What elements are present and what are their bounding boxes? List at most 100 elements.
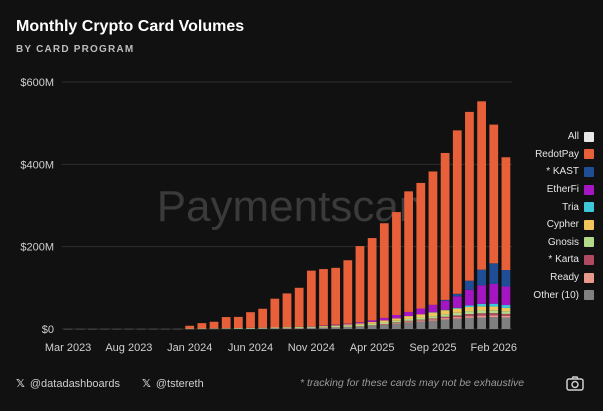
bar-segment[interactable] xyxy=(452,293,462,297)
bar-segment[interactable] xyxy=(233,316,243,329)
bar-segment[interactable] xyxy=(258,328,268,329)
bar-segment[interactable] xyxy=(428,312,438,317)
legend-item[interactable]: Gnosis xyxy=(502,234,594,252)
bar-segment[interactable] xyxy=(452,307,462,309)
bar-segment[interactable] xyxy=(416,314,426,318)
legend-item[interactable]: Other (10) xyxy=(502,286,594,304)
bar-segment[interactable] xyxy=(355,323,365,325)
bar-segment[interactable] xyxy=(270,328,280,329)
bar-segment[interactable] xyxy=(477,313,486,316)
bar-segment[interactable] xyxy=(416,320,426,322)
bar-segment[interactable] xyxy=(319,269,328,326)
bar-segment[interactable] xyxy=(294,326,304,328)
bar-segment[interactable] xyxy=(416,182,426,309)
bar-segment[interactable] xyxy=(343,260,353,324)
bar-segment[interactable] xyxy=(306,326,316,328)
bar-segment[interactable] xyxy=(331,327,341,329)
bar-segment[interactable] xyxy=(246,327,255,329)
bar-segment[interactable] xyxy=(428,316,438,319)
bar-segment[interactable] xyxy=(392,212,401,316)
bar-segment[interactable] xyxy=(428,304,438,313)
bar-segment[interactable] xyxy=(501,157,511,271)
bar-segment[interactable] xyxy=(282,293,292,328)
bar-segment[interactable] xyxy=(197,323,207,329)
legend-item[interactable]: EtherFi xyxy=(502,181,594,199)
bar-segment[interactable] xyxy=(477,317,486,329)
bar-segment[interactable] xyxy=(270,327,280,329)
bar-segment[interactable] xyxy=(282,327,292,329)
legend-item[interactable]: All xyxy=(502,128,594,146)
legend-item[interactable]: Tria xyxy=(502,198,594,216)
bar-segment[interactable] xyxy=(440,300,450,310)
bar-segment[interactable] xyxy=(404,316,413,319)
bar-segment[interactable] xyxy=(452,317,462,319)
bar-segment[interactable] xyxy=(367,320,377,323)
bar-segment[interactable] xyxy=(452,318,462,329)
bar-segment[interactable] xyxy=(282,328,292,329)
bar-segment[interactable] xyxy=(319,326,328,328)
bar-segment[interactable] xyxy=(440,318,450,320)
bar-segment[interactable] xyxy=(209,321,219,329)
bar-segment[interactable] xyxy=(331,267,341,325)
bar-segment[interactable] xyxy=(404,322,413,329)
legend-item[interactable]: * Karta xyxy=(502,251,594,269)
bar-segment[interactable] xyxy=(331,324,341,326)
bar-segment[interactable] xyxy=(306,327,316,329)
bar-segment[interactable] xyxy=(477,315,486,318)
bar-segment[interactable] xyxy=(379,322,389,325)
bar-segment[interactable] xyxy=(416,321,426,329)
bar-segment[interactable] xyxy=(465,280,474,290)
bar-segment[interactable] xyxy=(258,327,268,329)
bar-segment[interactable] xyxy=(343,326,353,329)
legend-item[interactable]: Cypher xyxy=(502,216,594,234)
bar-segment[interactable] xyxy=(379,324,389,325)
bar-segment[interactable] xyxy=(379,320,389,323)
bar-segment[interactable] xyxy=(465,314,474,317)
bar-segment[interactable] xyxy=(489,310,499,314)
bar-segment[interactable] xyxy=(185,325,195,329)
bar-segment[interactable] xyxy=(477,285,486,304)
bar-segment[interactable] xyxy=(489,263,499,284)
bar-segment[interactable] xyxy=(440,299,450,301)
legend-item[interactable]: RedotPay xyxy=(502,146,594,164)
bar-segment[interactable] xyxy=(379,223,389,318)
bar-segment[interactable] xyxy=(477,269,486,286)
bar-segment[interactable] xyxy=(233,328,243,329)
bar-segment[interactable] xyxy=(489,283,499,304)
bar-segment[interactable] xyxy=(367,322,377,324)
bar-segment[interactable] xyxy=(416,317,426,320)
bar-segment[interactable] xyxy=(501,311,511,314)
legend-item[interactable]: Ready xyxy=(502,269,594,287)
camera-icon[interactable] xyxy=(566,375,584,391)
bar-segment[interactable] xyxy=(465,289,474,306)
bar-segment[interactable] xyxy=(331,325,341,326)
bar-segment[interactable] xyxy=(294,287,304,327)
bar-segment[interactable] xyxy=(452,130,462,294)
legend-item[interactable]: * KAST xyxy=(502,163,594,181)
bar-segment[interactable] xyxy=(477,303,486,307)
bar-segment[interactable] xyxy=(367,325,377,329)
bar-segment[interactable] xyxy=(404,311,413,317)
bar-segment[interactable] xyxy=(428,318,438,320)
bar-segment[interactable] xyxy=(465,317,474,329)
bar-segment[interactable] xyxy=(392,323,401,329)
bar-segment[interactable] xyxy=(331,325,341,328)
bar-segment[interactable] xyxy=(465,316,474,318)
bar-segment[interactable] xyxy=(440,316,450,319)
bar-segment[interactable] xyxy=(404,320,413,322)
bar-segment[interactable] xyxy=(501,315,511,318)
bar-segment[interactable] xyxy=(428,319,438,321)
bar-segment[interactable] xyxy=(465,307,474,312)
bar-segment[interactable] xyxy=(489,315,499,318)
bar-segment[interactable] xyxy=(489,124,499,264)
bar-segment[interactable] xyxy=(379,324,389,329)
bar-segment[interactable] xyxy=(392,320,401,323)
bar-segment[interactable] xyxy=(501,286,511,306)
bar-segment[interactable] xyxy=(489,303,499,307)
bar-segment[interactable] xyxy=(465,305,474,308)
bar-segment[interactable] xyxy=(355,326,365,329)
bar-segment[interactable] xyxy=(355,322,365,324)
bar-segment[interactable] xyxy=(343,324,353,326)
bar-segment[interactable] xyxy=(440,319,450,329)
bar-segment[interactable] xyxy=(489,306,499,311)
